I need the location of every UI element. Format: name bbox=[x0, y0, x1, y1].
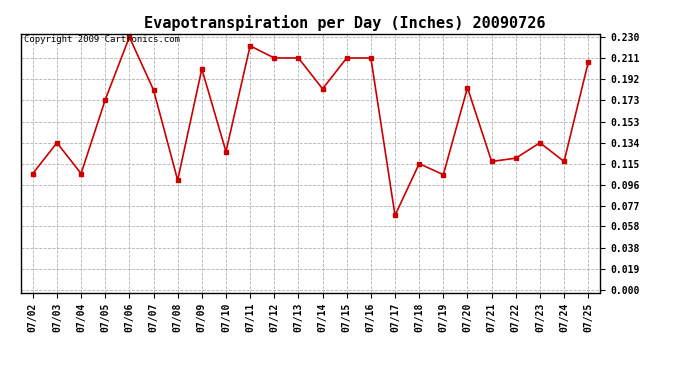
Text: Copyright 2009 Cartronics.com: Copyright 2009 Cartronics.com bbox=[23, 35, 179, 44]
Text: Evapotranspiration per Day (Inches) 20090726: Evapotranspiration per Day (Inches) 2009… bbox=[144, 15, 546, 31]
